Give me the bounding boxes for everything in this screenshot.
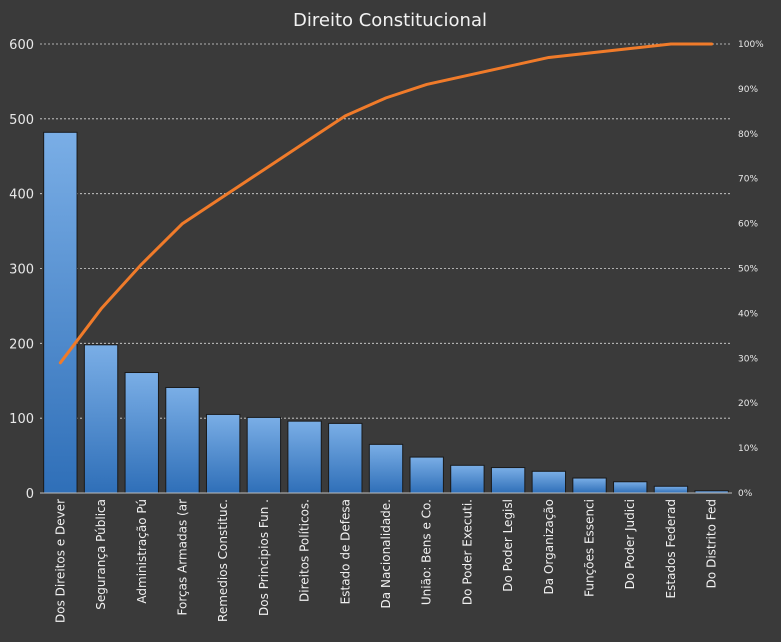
bar (328, 422, 363, 494)
category-label: Do Poder Legisl (501, 499, 515, 592)
bar (287, 420, 322, 494)
y-right-tick-label: 10% (738, 444, 758, 454)
cumulative-line (58, 42, 714, 365)
category-label: Do Distrito Fed (705, 499, 719, 588)
y-left-tick-label: 600 (9, 38, 34, 53)
bar (409, 456, 444, 494)
y-right-tick-label: 30% (738, 354, 758, 364)
y-right-tick-label: 100% (738, 40, 764, 50)
y-left-tick-label: 100 (9, 412, 34, 427)
y-right-tick-label: 90% (738, 85, 758, 95)
y-right-tick-label: 50% (738, 265, 758, 275)
category-label: Da Organização (542, 499, 556, 594)
bars (40, 131, 732, 494)
y-right-tick-label: 70% (738, 175, 758, 185)
bar (124, 372, 159, 494)
y-left-tick-label: 300 (9, 263, 34, 278)
category-label: Administração Pú (135, 499, 149, 604)
y-axis-right: 0% 10% 20% 30% 40% 50% 60% 70% 80% 90% 100% (738, 40, 764, 499)
y-left-tick-label: 0 (26, 487, 34, 502)
y-right-tick-label: 20% (738, 399, 758, 409)
bar (246, 416, 282, 494)
category-label: União: Bens e Co. (420, 499, 434, 605)
gridlines (40, 43, 732, 419)
y-right-tick-label: 80% (738, 130, 758, 140)
bar (368, 443, 404, 494)
y-left-tick-label: 400 (9, 188, 34, 203)
category-label: Da Nacionalidade. (379, 499, 393, 608)
category-label: Dos Principios Fun . (257, 499, 271, 616)
bar (205, 413, 241, 494)
y-left-tick-label: 200 (9, 337, 34, 352)
category-label: Do Poder Executi. (460, 499, 474, 605)
bar (165, 386, 200, 494)
bar (653, 485, 689, 494)
y-right-tick-label: 40% (738, 309, 758, 319)
category-label: Remedios Constituc. (216, 499, 230, 622)
category-label: Do Poder Judici (623, 499, 637, 589)
category-label: Forças Armadas (ar (175, 499, 189, 616)
chart-title: Direito Constitucional (293, 10, 487, 31)
cumulative-percent-line (58, 42, 714, 365)
category-label: Funções Essenci (583, 499, 597, 597)
y-right-tick-label: 0% (738, 489, 753, 499)
bar (531, 470, 567, 494)
category-label: Dos Direitos e Dever (53, 499, 67, 623)
bar (450, 464, 485, 494)
category-label: Direitos Políticos. (298, 499, 312, 602)
category-label: Estado de Defesa (338, 499, 352, 604)
bar (572, 477, 607, 494)
category-label: Segurança Pública (94, 499, 108, 610)
bar (43, 131, 78, 494)
bar (490, 467, 526, 494)
category-label: Estados Federad (664, 499, 678, 598)
bar (83, 344, 119, 494)
y-left-tick-label: 500 (9, 113, 34, 128)
bar (613, 481, 648, 494)
y-right-tick-label: 60% (738, 220, 758, 230)
y-axis-left: 0 100 200 300 400 500 600 (9, 38, 34, 502)
x-axis-categories: Dos Direitos e Dever Segurança Pública Adm… (53, 499, 718, 623)
